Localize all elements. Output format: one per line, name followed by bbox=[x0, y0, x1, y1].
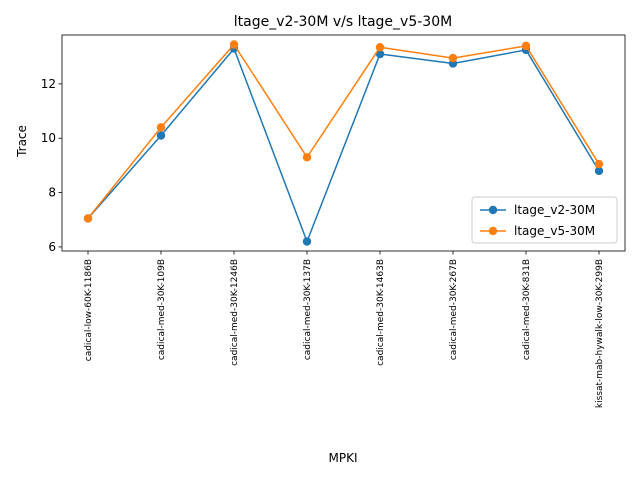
data-point bbox=[229, 40, 239, 49]
series-2 bbox=[83, 40, 604, 223]
legend-swatch-marker bbox=[488, 226, 498, 236]
legend: ltage_v2-30M ltage_v5-30M bbox=[471, 196, 618, 244]
legend-box bbox=[471, 196, 618, 244]
data-point bbox=[448, 53, 458, 63]
x-tick-label: cadical-med-30K-1246B bbox=[230, 259, 240, 366]
x-axis-title: MPKI bbox=[329, 451, 358, 465]
series-line bbox=[87, 47, 600, 243]
data-point bbox=[83, 214, 93, 223]
x-tick-label: cadical-med-30K-831B bbox=[522, 259, 532, 360]
x-tick-label: cadical-med-30K-109B bbox=[157, 259, 167, 360]
y-tick-label: 8 bbox=[48, 186, 56, 200]
y-tick-label: 6 bbox=[48, 240, 56, 254]
data-point bbox=[302, 153, 312, 162]
plot-frame bbox=[61, 34, 626, 252]
data-point bbox=[302, 237, 312, 246]
series-layer bbox=[83, 40, 604, 246]
y-axis-title: Trace bbox=[15, 125, 29, 158]
data-point bbox=[594, 159, 604, 169]
x-tick-label: cadical-low-60K-1186B bbox=[84, 259, 94, 361]
y-tick-label: 10 bbox=[41, 131, 56, 145]
data-point bbox=[521, 41, 531, 51]
data-point bbox=[375, 43, 385, 52]
data-point bbox=[156, 131, 166, 140]
data-point bbox=[375, 49, 385, 59]
data-point bbox=[156, 123, 166, 132]
x-tick-label: cadical-med-30K-137B bbox=[303, 259, 313, 360]
x-tick-label: cadical-med-30K-1463B bbox=[376, 259, 386, 366]
x-tick-label: cadical-med-30K-267B bbox=[449, 259, 459, 360]
data-point bbox=[594, 166, 604, 176]
y-tick-label: 12 bbox=[41, 77, 56, 91]
axes: 6 8 10 12 cadical-low-60K-1186B cadical-med-3… bbox=[41, 34, 626, 408]
legend-label: ltage_v2-30M bbox=[514, 203, 595, 217]
x-tick-label: kissat-mab-hywalk-low-30K-299B bbox=[595, 259, 605, 408]
legend-label: ltage_v5-30M bbox=[514, 224, 595, 238]
legend-swatch-marker bbox=[488, 205, 498, 215]
series-line bbox=[87, 43, 600, 219]
chart-title: ltage_v2-30M v/s ltage_v5-30M bbox=[234, 14, 452, 30]
